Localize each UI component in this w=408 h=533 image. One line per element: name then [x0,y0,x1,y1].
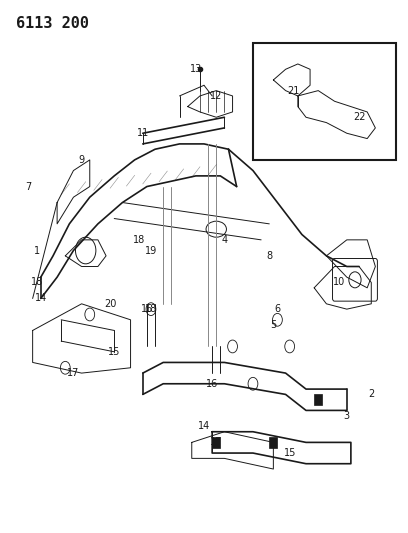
Text: 4: 4 [221,235,228,245]
Text: 3: 3 [344,411,350,421]
Text: 1: 1 [33,246,40,255]
Text: 12: 12 [210,91,222,101]
Text: 13: 13 [190,64,202,74]
Text: 18: 18 [31,278,43,287]
Text: 20: 20 [104,299,116,309]
Text: 11: 11 [137,128,149,138]
Text: 19: 19 [145,246,157,255]
Bar [269,437,277,448]
Text: 15: 15 [108,347,120,357]
Text: 6113 200: 6113 200 [16,16,89,31]
Text: 10: 10 [333,278,345,287]
Text: 7: 7 [25,182,32,191]
Text: 14: 14 [35,294,47,303]
Text: 16: 16 [141,304,153,314]
Text: 14: 14 [198,422,210,431]
Bar [212,437,220,448]
Text: 21: 21 [288,86,300,95]
Text: 17: 17 [67,368,80,378]
Text: 9: 9 [78,155,85,165]
Text: 5: 5 [270,320,277,330]
Text: 8: 8 [266,251,273,261]
Text: 16: 16 [206,379,218,389]
Text: 2: 2 [368,390,375,399]
Text: 22: 22 [353,112,365,122]
Text: 18: 18 [133,235,145,245]
Bar [314,394,322,405]
Text: 15: 15 [284,448,296,458]
Text: 17: 17 [210,438,222,447]
Text: 6: 6 [274,304,281,314]
Text: 18: 18 [145,304,157,314]
